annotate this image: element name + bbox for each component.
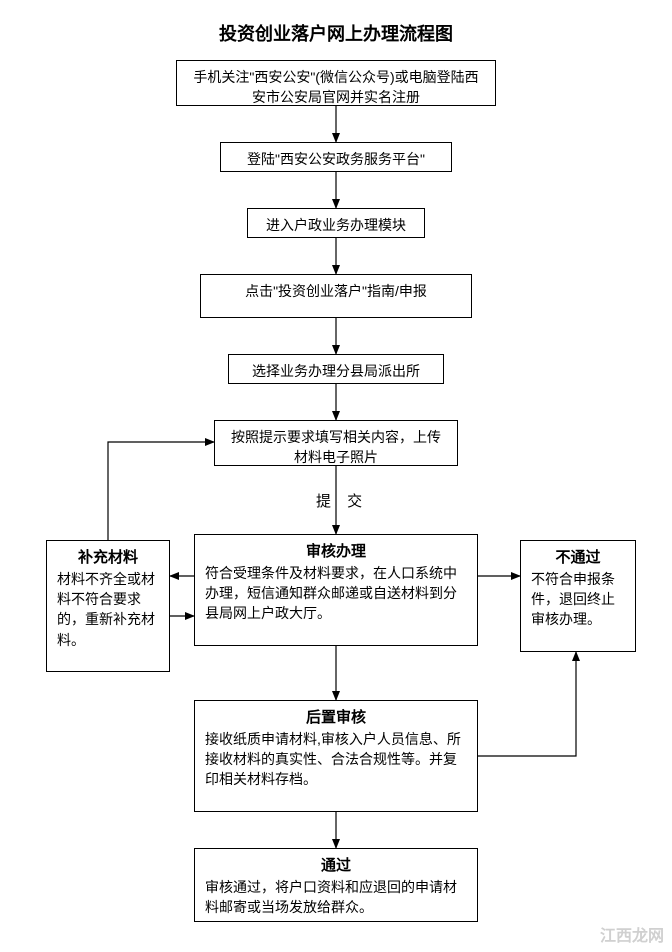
pass-body: 审核通过，将户口资料和应退回的申请材料邮寄或当场发放给群众。: [205, 877, 467, 918]
pass-title: 通过: [205, 855, 467, 877]
step-reject: 不通过 不符合申报条件，退回终止审核办理。: [520, 540, 636, 652]
arrow-post-to-reject: [478, 652, 576, 756]
step-pass: 通过 审核通过，将户口资料和应退回的申请材料邮寄或当场发放给群众。: [194, 848, 478, 922]
step-enter-module: 进入户政业务办理模块: [247, 208, 425, 238]
step-guide-text: 点击"投资创业落户"指南/申报: [211, 281, 461, 301]
step-login-text: 登陆"西安公安政务服务平台": [231, 149, 441, 169]
step-fill-form: 按照提示要求填写相关内容，上传材料电子照片: [214, 420, 458, 466]
flowchart-canvas: 投资创业落户网上办理流程图 手机关注"西安公安"(微信公众号)或电脑登陆西安市公…: [0, 0, 672, 952]
edge-label-submit: 提 交: [312, 490, 372, 511]
step-audit: 审核办理 符合受理条件及材料要求，在人口系统中办理，短信通知群众邮递或自送材料到…: [194, 534, 478, 646]
step-supplement: 补充材料 材料不齐全或材料不符合要求的，重新补充材料。: [46, 540, 170, 672]
arrow-supplement-to-step6: [108, 442, 214, 540]
supplement-title: 补充材料: [57, 547, 159, 569]
reject-body: 不符合申报条件，退回终止审核办理。: [531, 569, 625, 630]
step-select-office: 选择业务办理分县局派出所: [228, 354, 444, 384]
step-post-audit: 后置审核 接收纸质申请材料,审核入户人员信息、所接收材料的真实性、合法合规性等。…: [194, 700, 478, 812]
step-register: 手机关注"西安公安"(微信公众号)或电脑登陆西安市公安局官网并实名注册: [176, 60, 496, 106]
step-login-platform: 登陆"西安公安政务服务平台": [220, 142, 452, 172]
post-title: 后置审核: [205, 707, 467, 729]
reject-title: 不通过: [531, 547, 625, 569]
audit-title: 审核办理: [205, 541, 467, 563]
step-module-text: 进入户政业务办理模块: [258, 215, 414, 235]
watermark: 江西龙网: [600, 922, 664, 946]
audit-body: 符合受理条件及材料要求，在人口系统中办理，短信通知群众邮递或自送材料到分县局网上…: [205, 563, 467, 624]
flowchart-title: 投资创业落户网上办理流程图: [0, 20, 672, 46]
step-click-guide: 点击"投资创业落户"指南/申报: [200, 274, 472, 318]
post-body: 接收纸质申请材料,审核入户人员信息、所接收材料的真实性、合法合规性等。并复印相关…: [205, 729, 467, 790]
supplement-body: 材料不齐全或材料不符合要求的，重新补充材料。: [57, 569, 159, 650]
step-register-text: 手机关注"西安公安"(微信公众号)或电脑登陆西安市公安局官网并实名注册: [187, 67, 485, 108]
step-select-text: 选择业务办理分县局派出所: [239, 361, 433, 381]
step-fill-text: 按照提示要求填写相关内容，上传材料电子照片: [225, 427, 447, 468]
